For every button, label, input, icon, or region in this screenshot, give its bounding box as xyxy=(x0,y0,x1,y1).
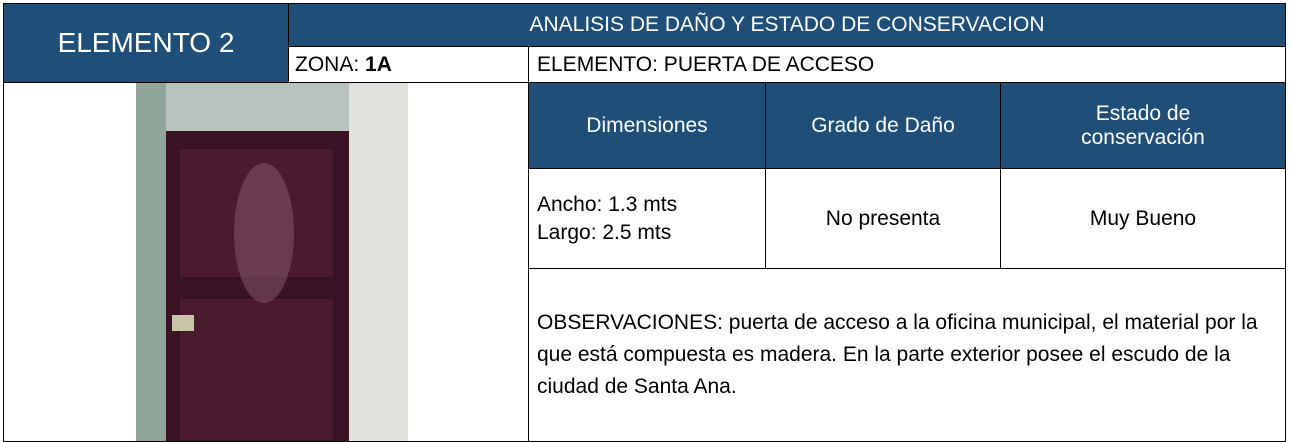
element-cell: ELEMENTO 2 xyxy=(3,3,289,83)
element-label: ELEMENTO 2 xyxy=(57,27,235,58)
elemento: ELEMENTO: PUERTA DE ACCESO xyxy=(537,52,875,76)
image-cell xyxy=(3,82,529,442)
zona-value: 1A xyxy=(365,52,392,76)
cell-text: Muy Bueno xyxy=(1089,206,1197,230)
header-text: Grado de Daño xyxy=(811,113,955,137)
zona-cell: ZONA: 1A xyxy=(288,46,529,83)
header-text: Dimensiones xyxy=(586,113,708,137)
title: ANALISIS DE DAÑO Y ESTADO DE CONSERVACIO… xyxy=(529,13,1045,36)
table-cell: Muy Bueno xyxy=(1000,168,1286,269)
header-text: Estado de conservación xyxy=(1081,101,1205,149)
observations: OBSERVACIONES: puerta de acceso a la ofi… xyxy=(537,311,1258,398)
title-cell: ANALISIS DE DAÑO Y ESTADO DE CONSERVACIO… xyxy=(288,3,1286,47)
observations-cell: OBSERVACIONES: puerta de acceso a la ofi… xyxy=(528,268,1286,442)
elemento-cell: ELEMENTO: PUERTA DE ACCESO xyxy=(528,46,1286,83)
cell-text: Ancho: 1.3 mts xyxy=(537,192,678,216)
cell-text: No presenta xyxy=(825,206,941,230)
door-photo xyxy=(136,83,408,441)
table-cell: No presenta xyxy=(765,168,1001,269)
cell-text: Largo: 2.5 mts xyxy=(537,220,672,244)
table-header: Dimensiones xyxy=(528,82,766,169)
table-header: Estado de conservación xyxy=(1000,82,1286,169)
table-cell: Ancho: 1.3 mts Largo: 2.5 mts xyxy=(528,168,766,269)
zona-label: ZONA: xyxy=(295,52,360,76)
table-header: Grado de Daño xyxy=(765,82,1001,169)
